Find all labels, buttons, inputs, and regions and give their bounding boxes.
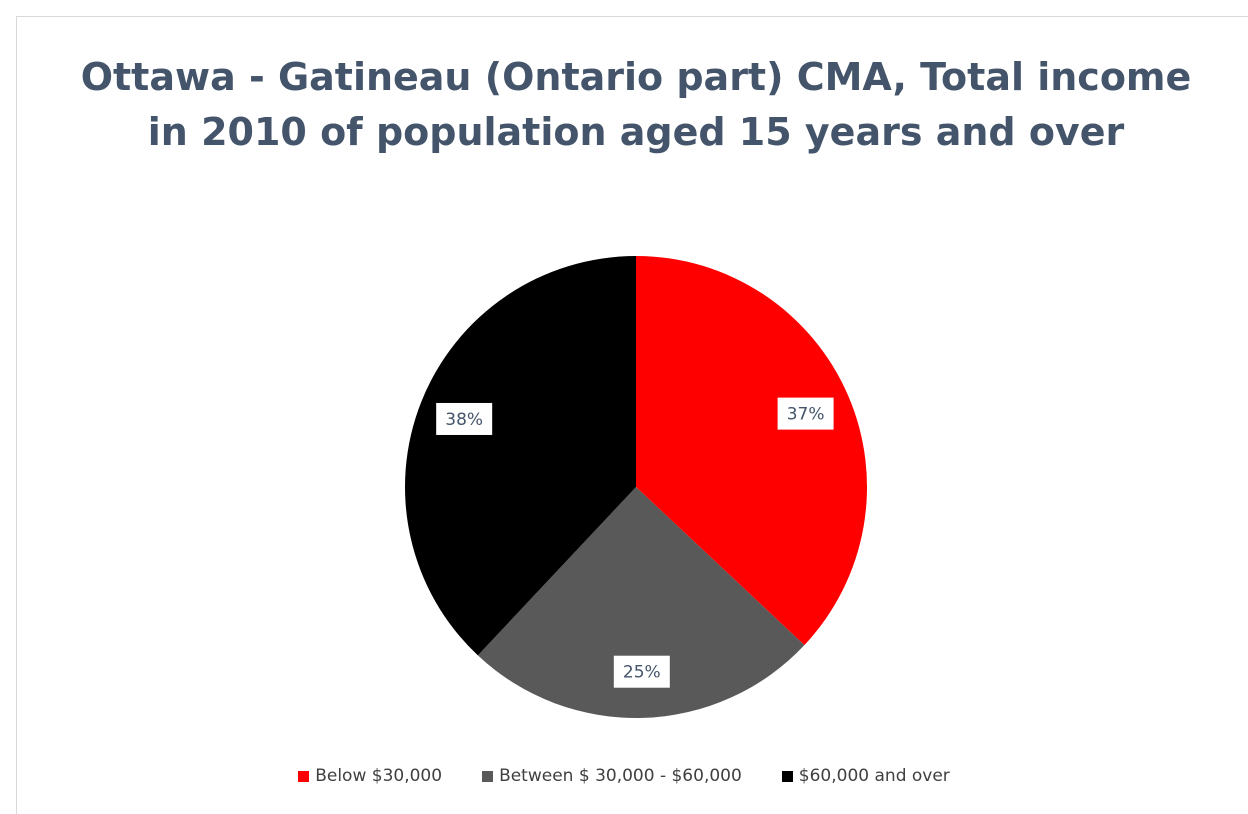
pie-slice-1 bbox=[636, 256, 867, 646]
legend-label: $60,000 and over bbox=[798, 766, 950, 786]
chart-title: Ottawa - Gatineau (Ontario part) CMA, To… bbox=[80, 55, 1192, 154]
legend-item-2: Between $ 30,000 - $60,000 bbox=[482, 766, 742, 786]
pie-slice-3 bbox=[404, 256, 636, 656]
pie-slice-2 bbox=[477, 487, 805, 718]
legend-item-1: Below $30,000 bbox=[298, 766, 442, 786]
svg-text:37%: 37% bbox=[787, 405, 825, 425]
legend-item-3: $60,000 and over bbox=[781, 766, 950, 786]
legend-swatch bbox=[298, 770, 310, 782]
data-label-1: 37% bbox=[777, 397, 834, 430]
legend-label: Below $30,000 bbox=[315, 766, 443, 786]
legend-swatch bbox=[781, 770, 793, 782]
data-label-3: 38% bbox=[436, 402, 493, 435]
chart-legend: Below $30,000 Between $ 30,000 - $60,000 $… bbox=[0, 764, 1248, 788]
svg-text:38%: 38% bbox=[445, 410, 483, 430]
chart-area bbox=[16, 16, 1248, 814]
data-label-2: 25% bbox=[613, 655, 670, 688]
legend-label: Between $ 30,000 - $60,000 bbox=[499, 766, 742, 786]
svg-text:25%: 25% bbox=[623, 663, 661, 683]
legend-swatch bbox=[482, 770, 494, 782]
